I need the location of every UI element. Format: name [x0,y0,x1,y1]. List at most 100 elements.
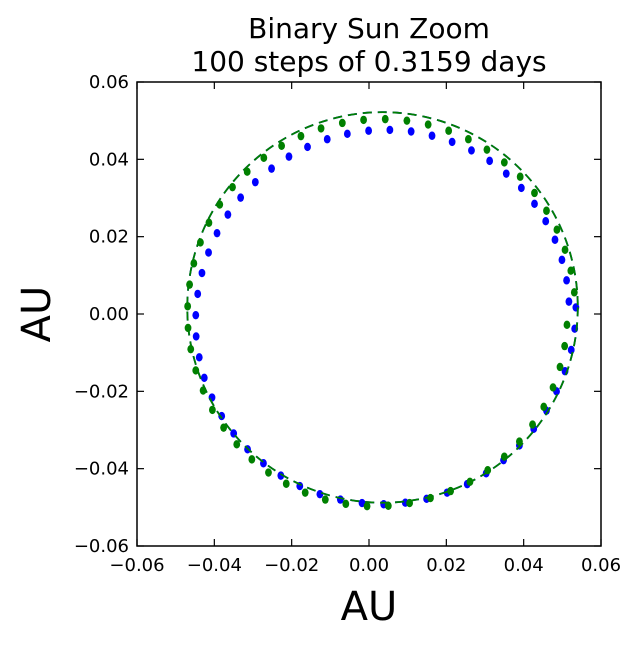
series-1-point [500,452,508,461]
series-1-point [233,440,241,449]
x-tick-label: 0.02 [426,555,466,576]
series-1-point [500,158,508,167]
series-0-point [237,193,245,202]
series-1-point [192,366,200,375]
series-0-point [194,289,202,299]
y-tick-label: 0.06 [89,72,129,93]
series-layer [184,111,580,511]
y-tick-label: −0.06 [74,536,129,557]
series-0-point [531,199,538,208]
series-0-point [486,156,494,166]
series-1-point [342,499,350,509]
series-1-point [567,266,575,275]
y-tick-label: −0.04 [74,459,129,480]
series-1-point [484,466,492,475]
series-0-point [213,228,221,238]
series-0-point [563,276,570,285]
series-0-point [542,217,550,226]
series-1-point [229,182,236,192]
plot-area [137,82,601,546]
series-1-point [297,131,305,141]
series-0-point [198,268,206,278]
series-1-point [424,120,432,129]
series-1-point [265,468,272,477]
series-0-point [277,471,285,480]
series-1-point [447,486,454,496]
series-0-point [468,146,475,155]
series-1-point [406,498,413,508]
x-tick-label: 0.00 [349,555,389,576]
series-1-point [186,280,193,289]
x-axis-label: AU [341,584,398,630]
series-1-point [301,488,309,497]
series-1-point [199,386,207,395]
series-1-point [529,420,536,429]
series-1-point [466,477,474,487]
series-0-point [517,183,525,193]
series-1-point [205,218,213,227]
x-tick-label: 0.06 [581,555,621,576]
series-0-point [205,248,212,257]
series-1-point [516,172,524,181]
y-axis-label: AU [14,286,60,343]
series-0-point [224,210,232,219]
series-0-point [343,129,351,139]
series-0-point [251,177,259,187]
series-0-point [365,126,373,135]
series-0-point [200,373,208,382]
series-1-point [553,225,561,234]
series-0-point [195,353,203,362]
series-1-point [556,362,564,372]
series-1-point [278,141,286,150]
series-1-point [561,245,569,255]
series-1 [184,111,579,511]
series-1-point [403,116,411,125]
series-1-point [381,114,389,124]
series-1-point [190,259,198,268]
series-1-point [282,479,290,488]
chart-title-line-2: 100 steps of 0.3159 days [191,45,546,78]
series-1-point [384,501,392,510]
series-1-point [531,188,538,198]
series-1-point [445,126,453,135]
series-1-point [187,344,195,354]
series-1-point [184,323,192,333]
series-1-point [216,200,224,209]
series-1-point [321,495,329,504]
series-1-point [243,167,251,176]
chart-title-line-1: Binary Sun Zoom [248,12,490,45]
series-1-point [197,238,204,247]
plot-frame [136,81,602,547]
series-0-point [502,169,510,178]
series-0-point [386,125,394,135]
series-0-point [304,142,311,152]
series-1-point [516,437,523,446]
series-1-point [570,288,578,297]
series-0-point [208,393,216,402]
series-0-point [285,152,293,161]
series-0-point [558,255,566,265]
y-tick-label: −0.02 [74,381,129,402]
series-1-orbit-line [186,111,579,504]
series-0-point [448,137,456,147]
series-0-point [565,297,573,306]
y-tick-label: 0.02 [89,227,129,248]
series-0-point [407,127,415,136]
series-1-point [184,302,192,311]
series-1-point [483,145,491,154]
y-tick-label: 0.04 [89,149,129,170]
series-1-point [248,455,256,464]
x-tick-label: −0.02 [264,555,319,576]
series-0-point [268,164,275,173]
series-1-point [540,402,548,411]
x-tick-label: 0.04 [504,555,544,576]
series-0-point [323,135,331,144]
series-1-point [543,206,550,215]
x-tick-label: −0.06 [109,555,164,576]
series-1-point [360,115,367,125]
series-1-point [427,493,434,503]
series-1-point [464,135,472,144]
series-1-point [317,124,325,133]
